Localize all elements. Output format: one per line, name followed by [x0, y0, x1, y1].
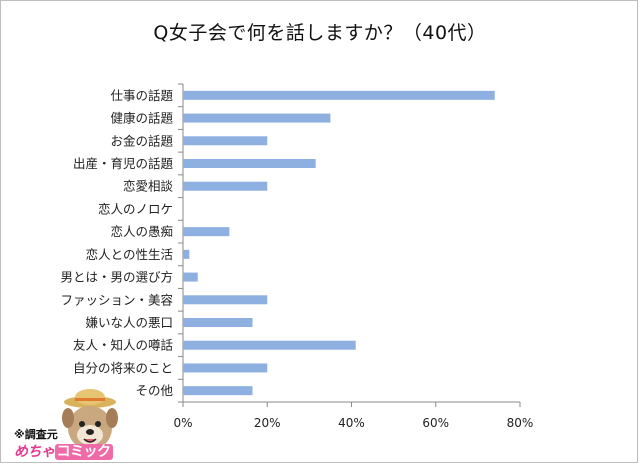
category-label: 出産・育児の話題: [73, 156, 174, 171]
x-tick-label: 20%: [254, 416, 281, 430]
category-label: 恋人の愚痴: [110, 224, 173, 239]
bar: [183, 136, 268, 146]
bar: [183, 272, 198, 282]
category-label: 男とは・男の選び方: [60, 270, 173, 285]
x-tick-label: 40%: [338, 416, 365, 430]
bar: [183, 295, 268, 305]
source-label: ※調査元: [14, 428, 58, 441]
category-label: 自分の将来のこと: [73, 360, 173, 375]
bar: [183, 318, 253, 327]
brand-logo: めちゃ コミック: [14, 441, 113, 461]
x-tick-label: 0%: [173, 416, 192, 430]
bar: [183, 181, 268, 191]
category-label: 健康の話題: [110, 111, 173, 126]
brand-logo-part1: めちゃ: [14, 444, 55, 460]
bar: [183, 340, 356, 350]
brand-logo-part2: コミック: [54, 444, 113, 460]
category-label: 嫌いな人の悪口: [85, 315, 173, 330]
x-tick-label: 60%: [422, 416, 449, 430]
category-label: 仕事の話題: [110, 88, 173, 103]
bar: [183, 227, 230, 237]
bar: [183, 249, 190, 259]
x-tick-label: 80%: [507, 416, 534, 430]
bar: [183, 113, 331, 123]
category-label: ファッション・美容: [60, 292, 173, 307]
category-label: 恋人との性生活: [86, 247, 173, 262]
chart-title: Q女子会で何を話しますか？（40代）: [153, 22, 487, 44]
dog-mascot-image: [62, 389, 118, 450]
category-label: その他: [135, 383, 173, 398]
category-label: 恋愛相談: [123, 179, 174, 194]
bar: [183, 90, 495, 100]
category-label: 恋人のノロケ: [98, 201, 173, 216]
category-label: 友人・知人の噂話: [73, 338, 173, 353]
category-label: お金の話題: [110, 133, 173, 148]
bar: [183, 363, 268, 373]
bar: [183, 159, 316, 168]
bar: [183, 386, 253, 396]
